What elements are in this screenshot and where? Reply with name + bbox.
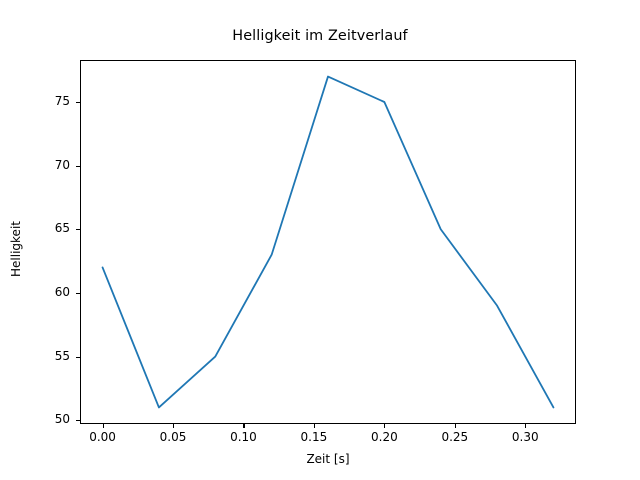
x-tick-label: 0.20	[371, 430, 398, 444]
y-tick-label: 65	[54, 221, 70, 236]
x-tick-mark	[384, 424, 386, 428]
y-tick-label: 50	[54, 412, 70, 427]
y-tick-mark	[76, 292, 80, 294]
chart-title: Helligkeit im Zeitverlauf	[232, 28, 408, 44]
y-tick-mark	[76, 165, 80, 167]
y-tick-label: 60	[54, 284, 70, 299]
y-tick-label: 75	[54, 94, 70, 108]
y-tick-mark	[76, 102, 80, 104]
y-tick-label: 70	[54, 157, 70, 172]
x-tick-label: 0.25	[441, 430, 469, 444]
x-tick-mark	[525, 424, 527, 428]
x-tick-mark	[454, 424, 456, 428]
x-tick-label: 0.15	[300, 430, 328, 444]
x-tick-label: 0.05	[159, 430, 187, 444]
x-axis-label: Zeit [s]	[306, 452, 350, 466]
y-axis-label: Helligkeit	[9, 221, 23, 277]
x-tick-mark	[243, 424, 245, 428]
y-tick-label: 55	[54, 348, 70, 363]
x-tick-label: 0.10	[230, 430, 257, 444]
y-tick-mark	[76, 356, 80, 358]
x-tick-label: 0.00	[89, 430, 116, 444]
x-tick-mark	[102, 424, 104, 428]
x-tick-mark	[313, 424, 315, 428]
y-tick-mark	[76, 229, 80, 231]
data-line-helligkeit	[101, 75, 555, 409]
x-tick-mark	[173, 424, 175, 428]
plot-area	[101, 75, 555, 409]
y-tick-mark	[76, 420, 80, 422]
axes-frame	[80, 60, 576, 424]
x-tick-label: 0.30	[511, 430, 539, 444]
